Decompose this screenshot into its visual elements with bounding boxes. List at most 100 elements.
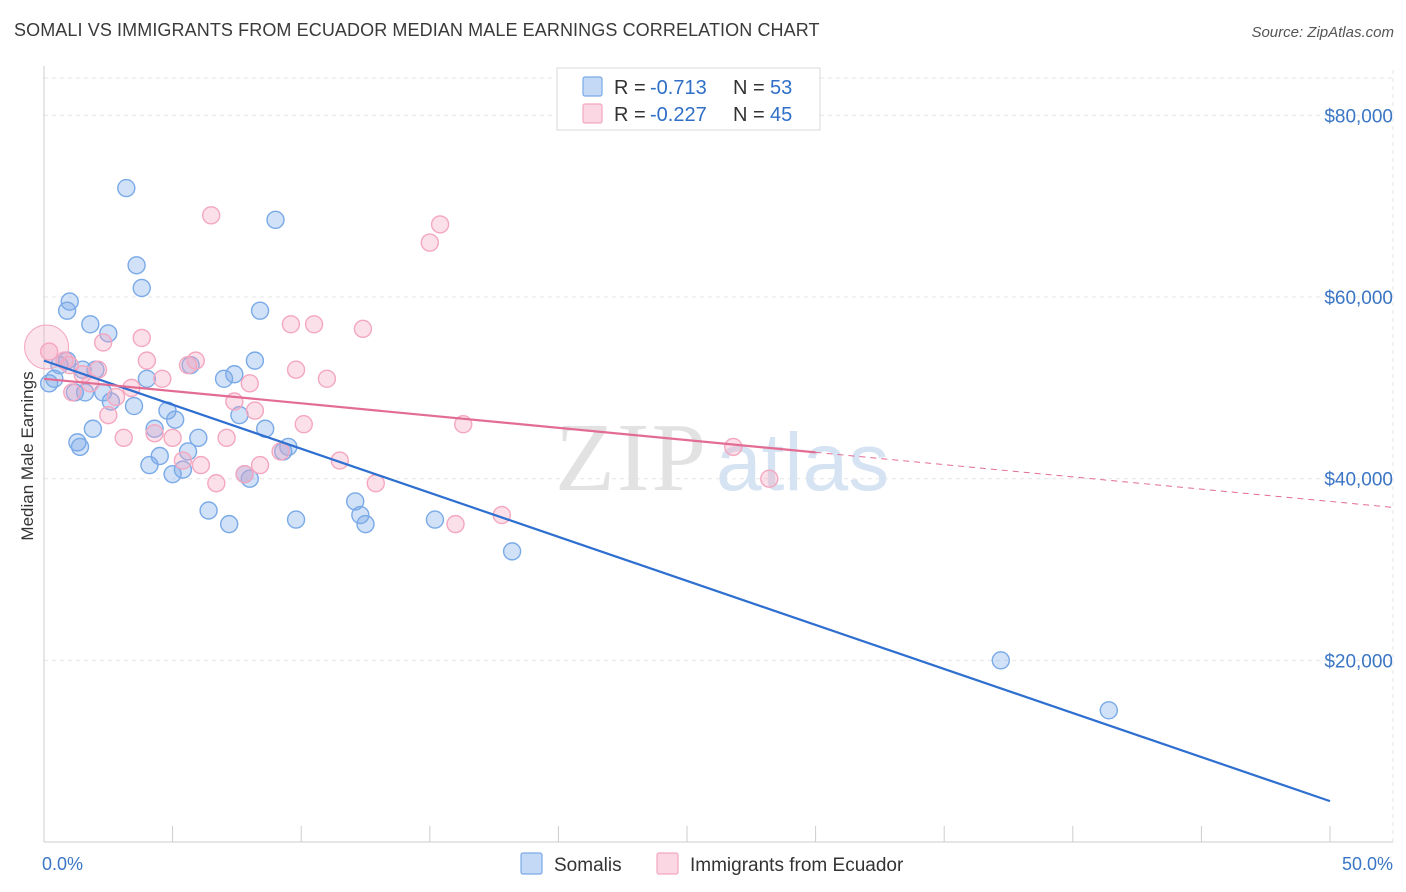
somali-point [178,442,198,461]
ecuador-point [286,360,306,379]
chart-title: SOMALI VS IMMIGRANTS FROM ECUADOR MEDIAN… [14,20,820,40]
ecuador-point [760,469,779,488]
ecuador-point [217,428,236,448]
somali-point [425,510,445,529]
somali-point [60,292,79,311]
y-tick-label: $40,000 [1324,470,1393,491]
legend-r-value: -0.713 [650,77,707,99]
ecuador-point [317,369,337,388]
y-tick-label: $60,000 [1324,288,1393,309]
ecuador-point [304,315,324,334]
ecuador-point [132,328,151,348]
somali-point [346,492,365,511]
somali-point [266,210,285,230]
legend: R = -0.713 N = 53 R = -0.227 N = 45 [556,67,821,131]
ecuador-point [114,428,133,448]
ecuador-point [137,351,157,370]
somali-point [127,256,146,275]
ecuador-point [271,442,290,461]
ecuador-point [430,215,450,234]
ecuador-point [145,424,164,443]
bottom-legend-swatch-ecuador [656,852,679,875]
x-tick-label-max: 50.0% [1342,854,1393,874]
ecuador-point [235,464,254,484]
ecuador-point [330,451,349,470]
chart-source: Source: ZipAtlas.com [1251,24,1394,41]
somali-point [225,365,244,384]
somali-point [83,419,103,438]
ecuador-point [93,333,113,352]
ecuador-point [106,387,126,407]
legend-n-label: N = [733,77,765,99]
somali-point [163,464,182,484]
ecuador-trend-line-extension [815,451,1394,508]
ecuador-point [201,206,221,225]
data-points [24,178,1119,720]
legend-n-value: 45 [770,104,792,126]
trend-lines [43,359,1394,803]
ecuador-point [446,514,465,534]
somali-point [245,351,265,370]
bottom-legend-label-somalis: Somalis [554,855,622,876]
somali-point [132,278,151,298]
watermark-zip: ZIP [555,404,708,512]
ecuador-point [186,351,205,370]
ecuador-point [245,401,265,420]
somali-trend-line [43,359,1331,803]
somali-point [214,369,234,388]
ecuador-point-large [24,324,70,370]
ecuador-point [163,428,182,448]
ecuador-point [724,437,743,457]
ecuador-point [191,455,211,475]
y-tick-label: $20,000 [1324,651,1393,672]
somali-point [250,301,270,320]
somali-point [75,383,95,402]
somali-point [199,501,218,520]
somali-point [189,428,208,448]
legend-swatch-somalis [582,76,603,97]
axes [43,66,1393,843]
legend-n-label: N = [733,104,765,126]
y-tick-label: $80,000 [1324,106,1393,127]
somali-point [502,542,522,561]
somali-point [81,315,100,334]
somali-point [286,510,306,529]
somali-point [140,455,159,475]
ecuador-point [173,451,193,470]
somali-point [145,419,164,438]
y-tick-labels: $20,000 $40,000 $60,000 $80,000 [1324,106,1393,672]
ecuador-point [240,374,259,393]
ecuador-point [353,319,373,339]
watermark-atlas: atlas [716,417,889,508]
legend-r-label: R = [614,104,646,126]
somali-point [165,410,185,429]
ecuador-point [294,415,313,434]
ecuador-point [39,342,59,361]
somali-point [351,505,370,525]
somali-point [356,514,375,534]
bottom-legend: Somalis Immigrants from Ecuador [520,852,904,876]
ecuador-point [207,474,226,493]
somali-point [124,396,144,416]
ecuador-point [99,405,118,425]
y-axis-label: Median Male Earnings [18,371,37,540]
legend-r-value: -0.227 [650,104,707,126]
somali-point [137,369,157,388]
somali-point [117,178,136,198]
ecuador-trend-line [43,377,816,454]
somali-point [219,514,239,534]
somali-point [150,446,169,466]
legend-n-value: 53 [770,77,792,99]
ecuador-point [250,455,270,475]
watermark: ZIP atlas [555,404,889,512]
legend-box [556,67,821,131]
somali-point [1099,701,1119,720]
legend-swatch-ecuador [582,103,603,124]
bottom-legend-label-ecuador: Immigrants from Ecuador [690,855,904,876]
somali-point [70,437,90,457]
somali-point [99,324,118,343]
ecuador-point [60,355,79,375]
ecuador-point [420,233,439,252]
ecuador-point [281,315,301,334]
